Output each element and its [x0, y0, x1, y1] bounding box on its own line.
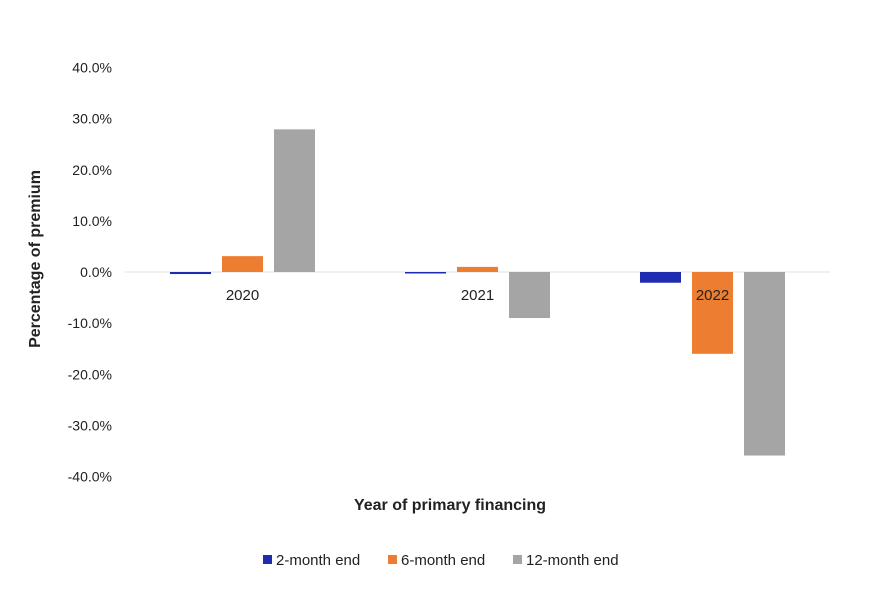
y-tick-label: -30.0% [68, 417, 112, 433]
x-tick-label: 2021 [461, 287, 494, 304]
legend-label: 6-month end [401, 552, 485, 569]
legend-swatch [513, 555, 522, 564]
y-tick-label: -40.0% [68, 469, 112, 485]
x-tick-label: 2020 [226, 287, 259, 304]
legend-label: 12-month end [526, 552, 619, 569]
bar-2-month-end-2021 [405, 272, 446, 274]
y-axis-label: Percentage of premium [27, 170, 44, 348]
y-tick-label: 30.0% [72, 111, 112, 127]
bar-12-month-end-2021 [509, 272, 550, 319]
bar-2-month-end-2022 [640, 272, 681, 283]
bar-12-month-end-2020 [274, 129, 315, 272]
bar-6-month-end-2020 [222, 256, 263, 272]
y-tick-label: 0.0% [80, 264, 112, 280]
x-axis-label: Year of primary financing [354, 497, 546, 514]
legend-swatch [263, 555, 272, 564]
legend-swatch [388, 555, 397, 564]
bar-2-month-end-2020 [170, 272, 211, 275]
y-tick-label: 10.0% [72, 213, 112, 229]
legend-label: 2-month end [276, 552, 360, 569]
y-tick-label: -20.0% [68, 366, 112, 382]
bar-6-month-end-2021 [457, 266, 498, 272]
bar-6-month-end-2022 [692, 272, 733, 354]
bar-12-month-end-2022 [744, 272, 785, 456]
y-tick-label: 20.0% [72, 162, 112, 178]
y-tick-label: -10.0% [68, 315, 112, 331]
x-tick-label: 2022 [696, 287, 729, 304]
y-tick-label: 40.0% [72, 60, 112, 76]
